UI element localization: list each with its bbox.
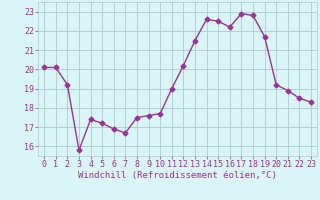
X-axis label: Windchill (Refroidissement éolien,°C): Windchill (Refroidissement éolien,°C) bbox=[78, 171, 277, 180]
